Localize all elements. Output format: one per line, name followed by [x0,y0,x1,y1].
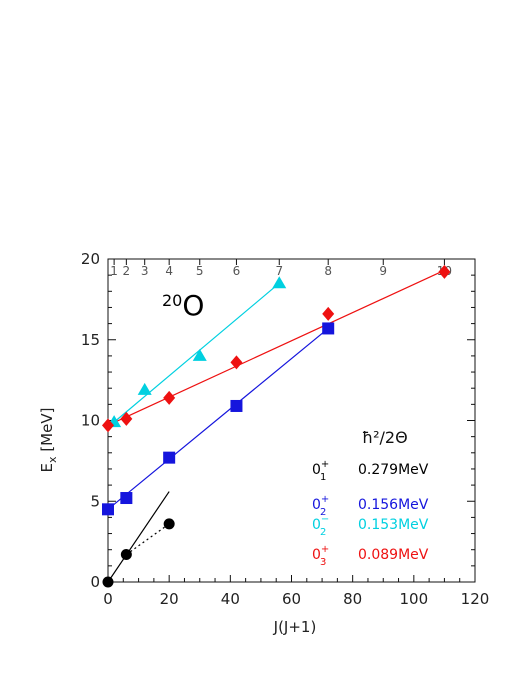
legend-label-sup: + [321,459,329,470]
legend-label-01p: 0+ [312,459,329,478]
fit-line-01p [107,491,170,583]
data-point-01p [102,576,114,588]
legend-item-02p: 0+2 0.156MeV [312,494,429,518]
legend-label-sup: + [321,494,329,505]
legend-label-sub: 3 [320,557,326,568]
data-points [102,264,451,588]
top-tick-label: 5 [196,264,204,278]
y-tick-label: 10 [81,412,100,430]
legend-label-sub: 2 [320,507,326,518]
data-point-01p [120,549,132,561]
x-tick-label: 80 [343,590,362,608]
legend-label-02m: 0− [312,514,329,533]
data-point-02p [230,399,243,412]
data-point-02p [322,322,335,335]
legend-label-sub: 1 [320,472,326,483]
data-point-01p [163,518,175,530]
x-tick-label: 60 [282,590,301,608]
legend-value-02m: 0.153MeV [358,517,429,533]
x-tick-label: 100 [400,590,429,608]
legend-item-03p: 0+3 0.089MeV [312,544,429,568]
top-tick-label: 8 [324,264,332,278]
data-point-03p [230,355,243,370]
data-point-03p [322,306,335,321]
top-tick-label: 4 [165,264,173,278]
nucleus-symbol: O [182,289,204,322]
top-tick-label: 6 [233,264,241,278]
y-tick-label: 5 [90,492,100,510]
legend-item-01p: 0+1 0.279MeV [312,459,429,483]
legend-label-sup: − [321,514,329,525]
top-tick-label: 3 [141,264,149,278]
y-axis-title-main: E [38,463,56,472]
data-point-03p [163,390,176,405]
x-axis-title: J(J+1) [273,618,317,636]
axes: 0204060801001200510152012345678910 [81,250,489,608]
legend-label-main: 0 [312,517,321,533]
legend-label-main: 0 [312,497,321,513]
y-axis-title-sub: x [46,456,59,463]
data-point-03p [120,411,133,426]
nucleus-label: 20O [162,289,204,322]
data-point-02m [272,276,287,289]
fit-line-02m [113,282,280,423]
data-point-02p [102,503,114,516]
legend-value-02p: 0.156MeV [358,497,429,513]
y-tick-label: 20 [81,250,100,268]
data-point-03p [438,264,451,279]
x-tick-label: 0 [103,590,113,608]
legend-header: ħ²/2Θ [362,428,408,447]
top-tick-label: 1 [110,264,118,278]
top-tick-label: 9 [379,264,387,278]
data-point-02m [137,382,152,395]
legend-label-main: 0 [312,547,321,563]
top-tick-label: 7 [275,264,283,278]
y-tick-label: 15 [81,331,100,349]
x-tick-label: 120 [461,590,490,608]
legend-label-sub: 2 [320,527,326,538]
data-point-02p [120,492,133,505]
legend-label-02p: 0+ [312,494,329,513]
legend-label-sup: + [321,544,329,555]
legend-label-main: 0 [312,462,321,478]
data-point-02m [192,348,207,361]
legend-label-03p: 0+ [312,544,329,563]
y-axis-title-text: Ex [MeV] [38,408,59,473]
legend-value-03p: 0.089MeV [358,547,429,563]
top-tick-label: 2 [123,264,131,278]
x-tick-label: 40 [221,590,240,608]
nucleus-mass: 20 [162,291,182,310]
data-point-03p [102,418,114,433]
fit-lines [107,269,445,583]
fit-line-02p [107,327,329,510]
x-tick-label: 20 [160,590,179,608]
legend-item-02m: 0−2 0.153MeV [312,514,429,538]
data-point-02p [163,451,176,464]
y-tick-label: 0 [90,573,100,591]
fit-line-03p [107,269,445,426]
y-axis-title-unit: [MeV] [38,408,56,452]
legend-value-01p: 0.279MeV [358,462,429,478]
dotted-connector-01p [126,523,170,556]
